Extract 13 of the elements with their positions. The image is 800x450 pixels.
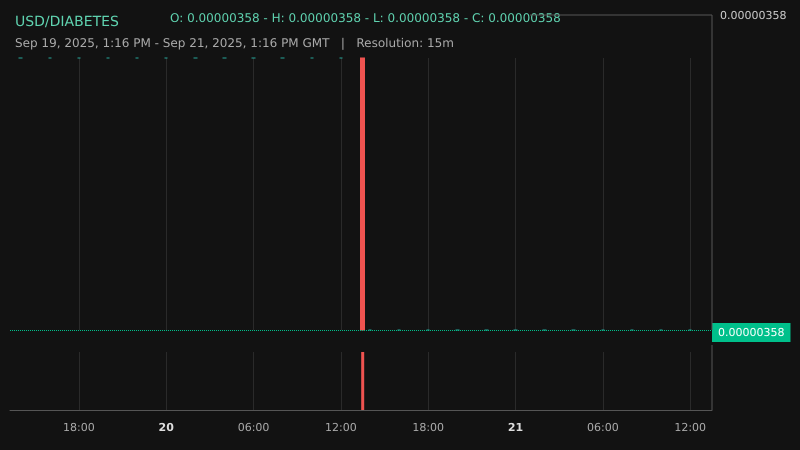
chart-subtitle: Sep 19, 2025, 1:16 PM - Sep 21, 2025, 1:16 PM GMT | Resolution: 15m [15,36,454,50]
x-tick-label: 12:00 [674,421,706,434]
text: O: 0.00000358 - H: 0.00000358 - L: 0.00000358 - C: 0.00000358 [170,11,561,25]
x-tick-label: 18:00 [63,421,95,434]
x-tick-label: 20 [158,421,174,434]
x-tick-label: 06:00 [238,421,270,434]
x-tick-label: 21 [508,421,524,434]
x-tick-label: 06:00 [586,421,619,434]
chart-title: USD/DIABETES [15,14,119,30]
text: 0.00000358 [720,9,786,22]
x-tick-label: 18:00 [412,421,444,434]
x-tick-label: 12:00 [325,421,357,434]
text: 0.00000358 [718,326,784,339]
